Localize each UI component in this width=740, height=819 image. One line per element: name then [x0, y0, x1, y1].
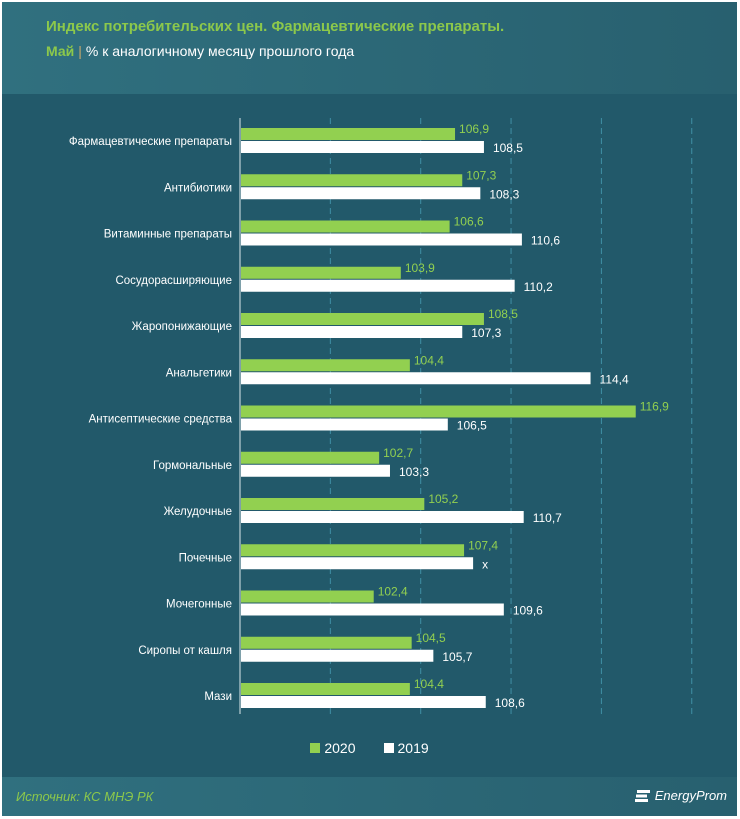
data-label-2019: 107,3 — [471, 326, 501, 340]
energyprom-logo: EnergyProm — [634, 788, 727, 803]
data-label-2020: 107,4 — [468, 538, 498, 552]
bar-2020 — [241, 220, 450, 233]
bar-2019 — [241, 418, 448, 431]
bar-2019 — [241, 649, 434, 662]
bar-2019 — [241, 511, 524, 523]
bar-2020 — [241, 636, 412, 649]
category-label: Витаминные препараты — [104, 229, 232, 241]
bar-2019 — [241, 279, 515, 292]
data-label-2019: 114,4 — [600, 372, 629, 386]
bar-2020 — [241, 128, 456, 140]
data-label-2020: 104,4 — [414, 677, 444, 691]
data-label-2019: 105,7 — [442, 650, 472, 664]
data-label-2020: 104,5 — [416, 631, 446, 645]
bar-2020 — [241, 174, 463, 187]
category-label: Мочегонные — [166, 599, 232, 611]
data-label-2020: 103,9 — [405, 261, 435, 275]
data-label-2020: 106,9 — [459, 122, 489, 136]
bar-2019 — [241, 372, 591, 385]
bar-2019 — [241, 141, 484, 153]
bar-2019 — [241, 464, 390, 477]
category-label: Сосудорасширяющие — [115, 275, 232, 287]
chart-subtitle: Май |% к аналогичному месяцу прошлого год… — [46, 43, 354, 59]
category-label: Антисептические средства — [89, 414, 233, 426]
bar-2020 — [241, 405, 636, 418]
data-label-2019: x — [482, 557, 488, 571]
data-label-2019: 110,6 — [531, 234, 560, 248]
logo-icon — [634, 789, 650, 802]
bar-2019 — [241, 696, 486, 708]
data-label-2020: 102,4 — [378, 585, 408, 599]
subtitle-text: % к аналогичному месяцу прошлого года — [85, 43, 355, 59]
legend-label: 2020 — [324, 740, 356, 756]
logo-text: EnergyProm — [654, 788, 727, 803]
legend-item-2020: 2020 — [310, 740, 356, 756]
header: Индекс потребительских цен. Фармацевтиче… — [2, 2, 737, 94]
legend: 2020 2019 — [2, 740, 737, 756]
category-label: Сиропы от кашля — [138, 645, 232, 657]
footer: Источник: КС МНЭ РК EnergyProm — [2, 777, 737, 816]
category-label: Почечные — [179, 552, 232, 564]
source-note: Источник: КС МНЭ РК — [16, 789, 154, 804]
legend-item-2019: 2019 — [383, 740, 429, 756]
bar-2020 — [241, 544, 465, 557]
bar-2020 — [241, 590, 374, 603]
category-label: Фармацевтические препараты — [69, 136, 232, 148]
subtitle-separator: | — [78, 43, 82, 59]
legend-label: 2019 — [397, 740, 429, 756]
data-label-2020: 102,7 — [383, 446, 413, 460]
data-label-2019: 109,6 — [513, 604, 543, 618]
chart-title: Индекс потребительских цен. Фармацевтиче… — [46, 18, 505, 35]
data-label-2020: 107,3 — [466, 168, 496, 182]
data-label-2020: 108,5 — [488, 307, 518, 321]
bar-2019 — [241, 557, 474, 570]
data-label-2020: 105,2 — [428, 492, 458, 506]
bar-2020 — [241, 451, 380, 464]
category-label: Жаропонижающие — [132, 321, 232, 333]
category-label: Гормональные — [153, 460, 232, 472]
data-label-2019: 108,6 — [495, 696, 525, 710]
bar-2019 — [241, 326, 463, 338]
bar-2019 — [241, 233, 522, 246]
category-label: Желудочные — [164, 506, 232, 518]
legend-swatch-2019 — [383, 743, 394, 753]
data-label-2019: 106,5 — [457, 419, 487, 433]
data-label-2020: 106,6 — [454, 215, 484, 229]
data-label-2019: 110,2 — [524, 280, 553, 294]
category-label: Мази — [204, 691, 232, 703]
subtitle-month: Май — [46, 43, 75, 59]
data-label-2019: 108,5 — [493, 141, 523, 155]
bar-2020 — [241, 359, 410, 372]
category-label: Антибиотики — [164, 182, 232, 194]
bar-2020 — [241, 498, 425, 510]
category-label: Анальгетики — [166, 367, 232, 379]
data-label-2020: 104,4 — [414, 353, 444, 367]
bar-2020 — [241, 313, 484, 325]
bar-2019 — [241, 187, 481, 200]
bar-2020 — [241, 683, 410, 695]
bar-chart: Фармацевтические препараты 106,9 108,5 Анти… — [69, 118, 693, 714]
legend-swatch-2020 — [310, 743, 321, 753]
data-label-2019: 108,3 — [489, 187, 519, 201]
data-label-2019: 103,3 — [399, 465, 429, 479]
data-label-2019: 110,7 — [533, 511, 562, 525]
data-label-2020: 116,9 — [640, 400, 669, 414]
bar-2020 — [241, 266, 401, 279]
bar-2019 — [241, 603, 504, 616]
